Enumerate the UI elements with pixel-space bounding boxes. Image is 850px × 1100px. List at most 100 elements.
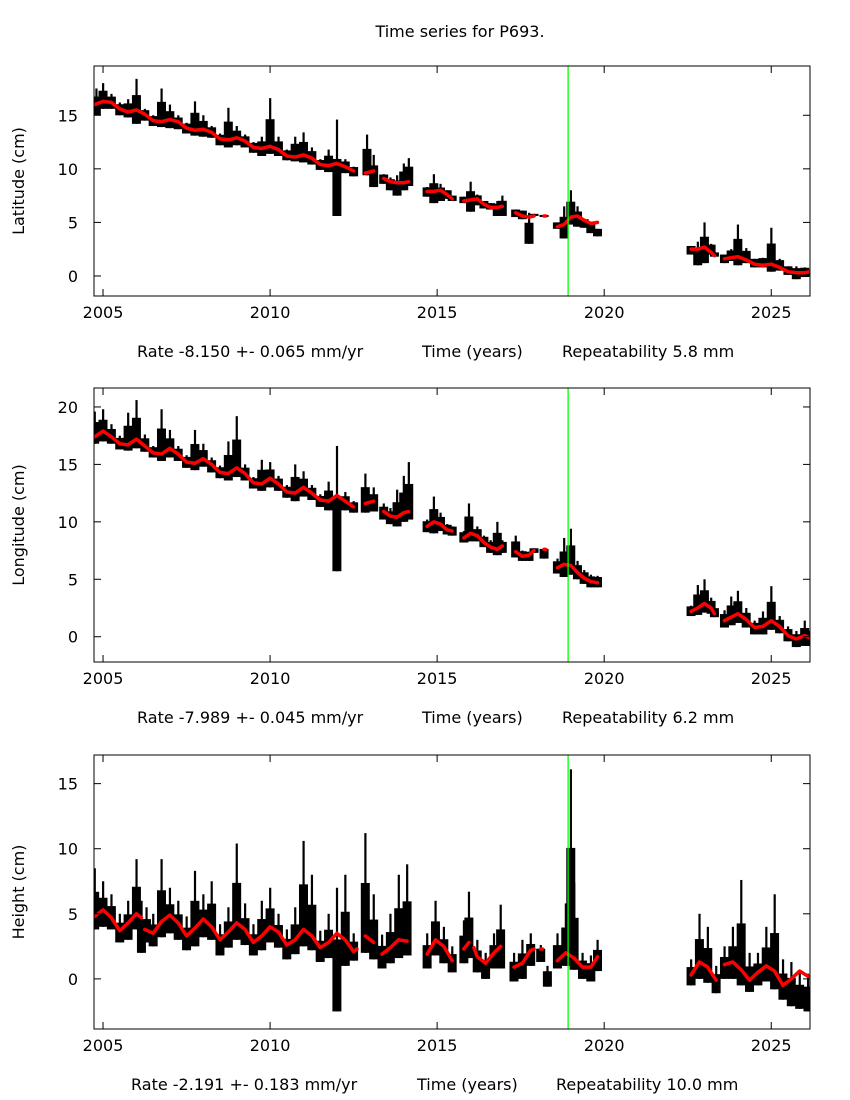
fit-line [363,499,376,506]
repeatability-label: Repeatability 6.2 mm [562,708,734,727]
observation-cluster [298,884,308,947]
observation-cluster [136,920,146,953]
observation-cluster [265,119,275,154]
observation-cluster [332,158,342,216]
observation-cluster [593,228,603,237]
observation-cluster [766,601,776,630]
y-tick-label: 0 [68,628,78,647]
rate-label: Rate -2.191 +- 0.183 mm/yr [131,1075,358,1094]
observation-cluster [399,492,409,522]
observation-cluster [369,165,379,188]
observation-cluster [223,921,233,948]
observation-cluster [786,977,796,1007]
x-tick-label: 2025 [751,669,792,688]
observation-cluster [706,244,716,255]
fit-line [513,211,536,219]
observation-cluster [332,939,342,1012]
observation-cluster [586,963,596,982]
observation-cluster [497,200,507,216]
y-tick-label: 5 [68,570,78,589]
y-tick-label: 0 [68,970,78,989]
observation-cluster [156,890,166,938]
observation-cluster [190,900,200,947]
observation-cluster [711,974,721,994]
observation-cluster [435,187,445,201]
y-tick-label: 15 [58,455,78,474]
fit-line [689,960,718,982]
observation-cluster [766,243,776,272]
fit-line [363,169,376,175]
observation-cluster [569,917,579,970]
observation-cluster [123,425,133,451]
observation-cluster [795,984,805,1009]
observation-cluster [492,203,502,216]
fit-line [462,531,505,552]
observation-cluster [94,891,100,930]
fit-line [94,99,356,173]
observation-cluster [464,917,474,959]
observation-cluster [464,516,474,542]
plot-frame [93,65,811,297]
observation-cluster [775,260,785,271]
fit-line [722,254,810,275]
rate-label: Rate -8.150 +- 0.065 mm/yr [137,342,364,361]
observation-cluster [223,454,233,481]
plot-frame [93,387,811,663]
observation-cluster [524,222,534,244]
y-tick-label: 0 [68,267,78,286]
fit-line [381,509,411,519]
observation-cluster [489,945,499,969]
x-tick-label: 2005 [83,669,124,688]
panel-1: 2005 2010 2015 2020 2025 0 5 10 15 Latitude (cm) R… [9,65,811,361]
observation-cluster [693,594,703,615]
observation-cluster [404,166,414,186]
y-tick-label: 10 [58,513,78,532]
observation-cluster [561,927,571,966]
observation-cluster [385,179,395,191]
x-tick-label: 2010 [250,669,291,688]
observation-cluster [377,945,387,969]
x-tick-label: 2010 [250,1036,291,1055]
observation-cluster [307,904,317,951]
observation-cluster [156,428,166,461]
observation-cluster [182,927,192,951]
x-tick-label: 2015 [417,303,458,322]
observation-cluster [94,422,100,444]
observation-cluster [572,211,582,227]
fit-line [425,520,454,533]
observation-cluster [131,886,141,930]
y-axis-label: Longitude (cm) [9,464,28,586]
observation-cluster [699,236,709,264]
fit-line [462,197,505,210]
observation-cluster [447,954,457,973]
chart-title: Time series for P693. [375,22,545,41]
fit-line [363,934,376,945]
y-axis-label: Latitude (cm) [9,127,28,235]
observation-cluster [115,922,125,943]
observation-cluster [733,238,743,266]
observation-cluster [298,141,308,163]
observation-cluster [429,183,439,204]
observation-cluster [315,940,325,962]
observation-cluster [566,545,576,575]
observation-cluster [404,483,414,520]
y-tick-label: 5 [68,905,78,924]
observation-cluster [362,148,372,176]
observation-cluster [492,532,502,556]
observation-cluster [693,248,703,266]
observation-cluster [741,250,751,264]
x-tick-label: 2005 [83,1036,124,1055]
fit-line [555,562,600,585]
fit-line [722,960,810,988]
y-tick-label: 20 [58,398,78,417]
observation-cluster [173,914,183,940]
fit-line [689,245,717,258]
observation-cluster [577,960,587,979]
observation-cluster [215,934,225,956]
observation-cluster [439,939,449,964]
panel-2: 2005 2010 2015 2020 2025 0 5 10 15 20 Longitude (c… [9,387,811,727]
y-axis-label: Height (cm) [9,845,28,940]
x-tick-label: 2010 [250,303,291,322]
observation-cluster [198,909,208,938]
x-axis-label: Time (years) [421,708,523,727]
